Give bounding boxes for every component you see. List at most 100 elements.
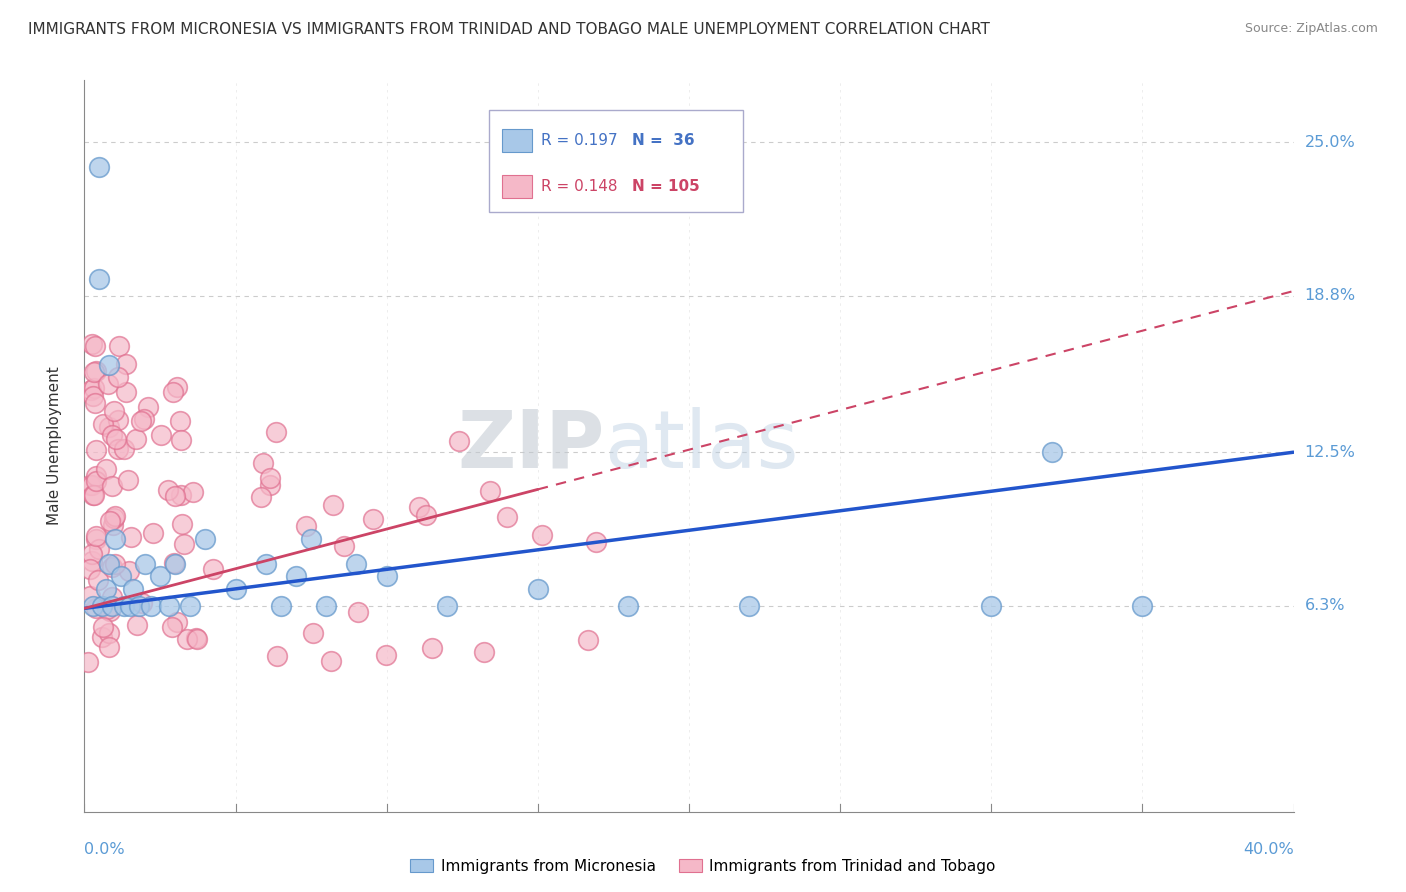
Text: R = 0.197: R = 0.197: [541, 133, 619, 148]
Point: [83, 396, 105, 410]
Point: [100, 604, 122, 618]
Point: [319, 654, 342, 668]
Point: [101, 479, 124, 493]
Point: [530, 528, 553, 542]
Point: [115, 357, 138, 371]
Text: 40.0%: 40.0%: [1243, 842, 1294, 857]
Point: [104, 508, 127, 523]
Point: [194, 532, 217, 546]
Point: [82, 337, 104, 351]
Point: [83, 380, 105, 394]
Point: [98, 640, 121, 655]
Point: [96, 602, 118, 616]
FancyBboxPatch shape: [502, 175, 531, 198]
Point: [100, 599, 122, 613]
Text: 6.3%: 6.3%: [1305, 599, 1346, 614]
Point: [114, 442, 136, 456]
Point: [82, 554, 104, 568]
Point: [83, 365, 105, 379]
Point: [270, 599, 292, 613]
Point: [285, 569, 308, 583]
Point: [79, 477, 101, 491]
Point: [104, 432, 127, 446]
Text: IMMIGRANTS FROM MICRONESIA VS IMMIGRANTS FROM TRINIDAD AND TOBAGO MALE UNEMPLOYM: IMMIGRANTS FROM MICRONESIA VS IMMIGRANTS…: [28, 22, 990, 37]
Point: [97, 359, 120, 373]
Point: [89, 541, 111, 556]
Point: [157, 599, 180, 613]
Point: [157, 483, 180, 497]
Text: 25.0%: 25.0%: [1305, 135, 1355, 150]
Point: [91, 620, 114, 634]
Point: [361, 511, 384, 525]
Point: [94, 582, 117, 596]
Point: [97, 557, 120, 571]
Point: [415, 508, 437, 523]
Point: [97, 376, 120, 391]
Point: [738, 599, 761, 613]
Point: [449, 434, 471, 448]
Point: [184, 631, 207, 645]
FancyBboxPatch shape: [489, 110, 744, 212]
Point: [104, 557, 127, 571]
Point: [295, 519, 318, 533]
Text: 18.8%: 18.8%: [1305, 288, 1355, 303]
Point: [170, 488, 193, 502]
Point: [163, 556, 186, 570]
Point: [80, 478, 103, 492]
Point: [98, 420, 121, 434]
Point: [103, 510, 125, 524]
Point: [110, 569, 132, 583]
Point: [183, 485, 205, 500]
Point: [83, 488, 105, 502]
Point: [101, 590, 124, 604]
Point: [166, 380, 188, 394]
Text: ZIP: ZIP: [457, 407, 605, 485]
Point: [472, 645, 495, 659]
Point: [299, 532, 322, 546]
Point: [136, 401, 159, 415]
Point: [980, 599, 1002, 613]
Point: [202, 562, 225, 576]
Point: [585, 534, 607, 549]
Point: [149, 569, 172, 583]
Point: [408, 500, 430, 514]
Point: [1130, 599, 1153, 613]
Point: [118, 599, 141, 613]
Point: [134, 557, 156, 571]
Text: N = 105: N = 105: [633, 178, 700, 194]
FancyBboxPatch shape: [502, 129, 531, 152]
Point: [169, 413, 191, 427]
Text: Source: ZipAtlas.com: Source: ZipAtlas.com: [1244, 22, 1378, 36]
Point: [315, 599, 337, 613]
Point: [436, 599, 458, 613]
Point: [129, 414, 152, 428]
Point: [84, 529, 107, 543]
Point: [117, 473, 139, 487]
Point: [84, 364, 107, 378]
Point: [98, 514, 121, 528]
Point: [527, 582, 550, 596]
Point: [160, 619, 183, 633]
Point: [266, 648, 288, 663]
Point: [84, 532, 107, 546]
Point: [82, 389, 104, 403]
Point: [79, 589, 101, 603]
Point: [346, 557, 368, 571]
Point: [496, 510, 519, 524]
Text: Male Unemployment: Male Unemployment: [46, 367, 62, 525]
Point: [89, 271, 111, 285]
Point: [97, 625, 120, 640]
Point: [150, 428, 173, 442]
Point: [125, 617, 148, 632]
Point: [82, 599, 104, 613]
Text: N =  36: N = 36: [633, 133, 695, 148]
Point: [332, 539, 354, 553]
Legend: Immigrants from Micronesia, Immigrants from Trinidad and Tobago: Immigrants from Micronesia, Immigrants f…: [404, 853, 1002, 880]
Point: [176, 632, 198, 647]
Point: [249, 490, 271, 504]
Text: atlas: atlas: [605, 407, 799, 485]
Point: [91, 599, 114, 613]
Point: [96, 462, 118, 476]
Point: [82, 488, 104, 502]
Point: [576, 633, 599, 648]
